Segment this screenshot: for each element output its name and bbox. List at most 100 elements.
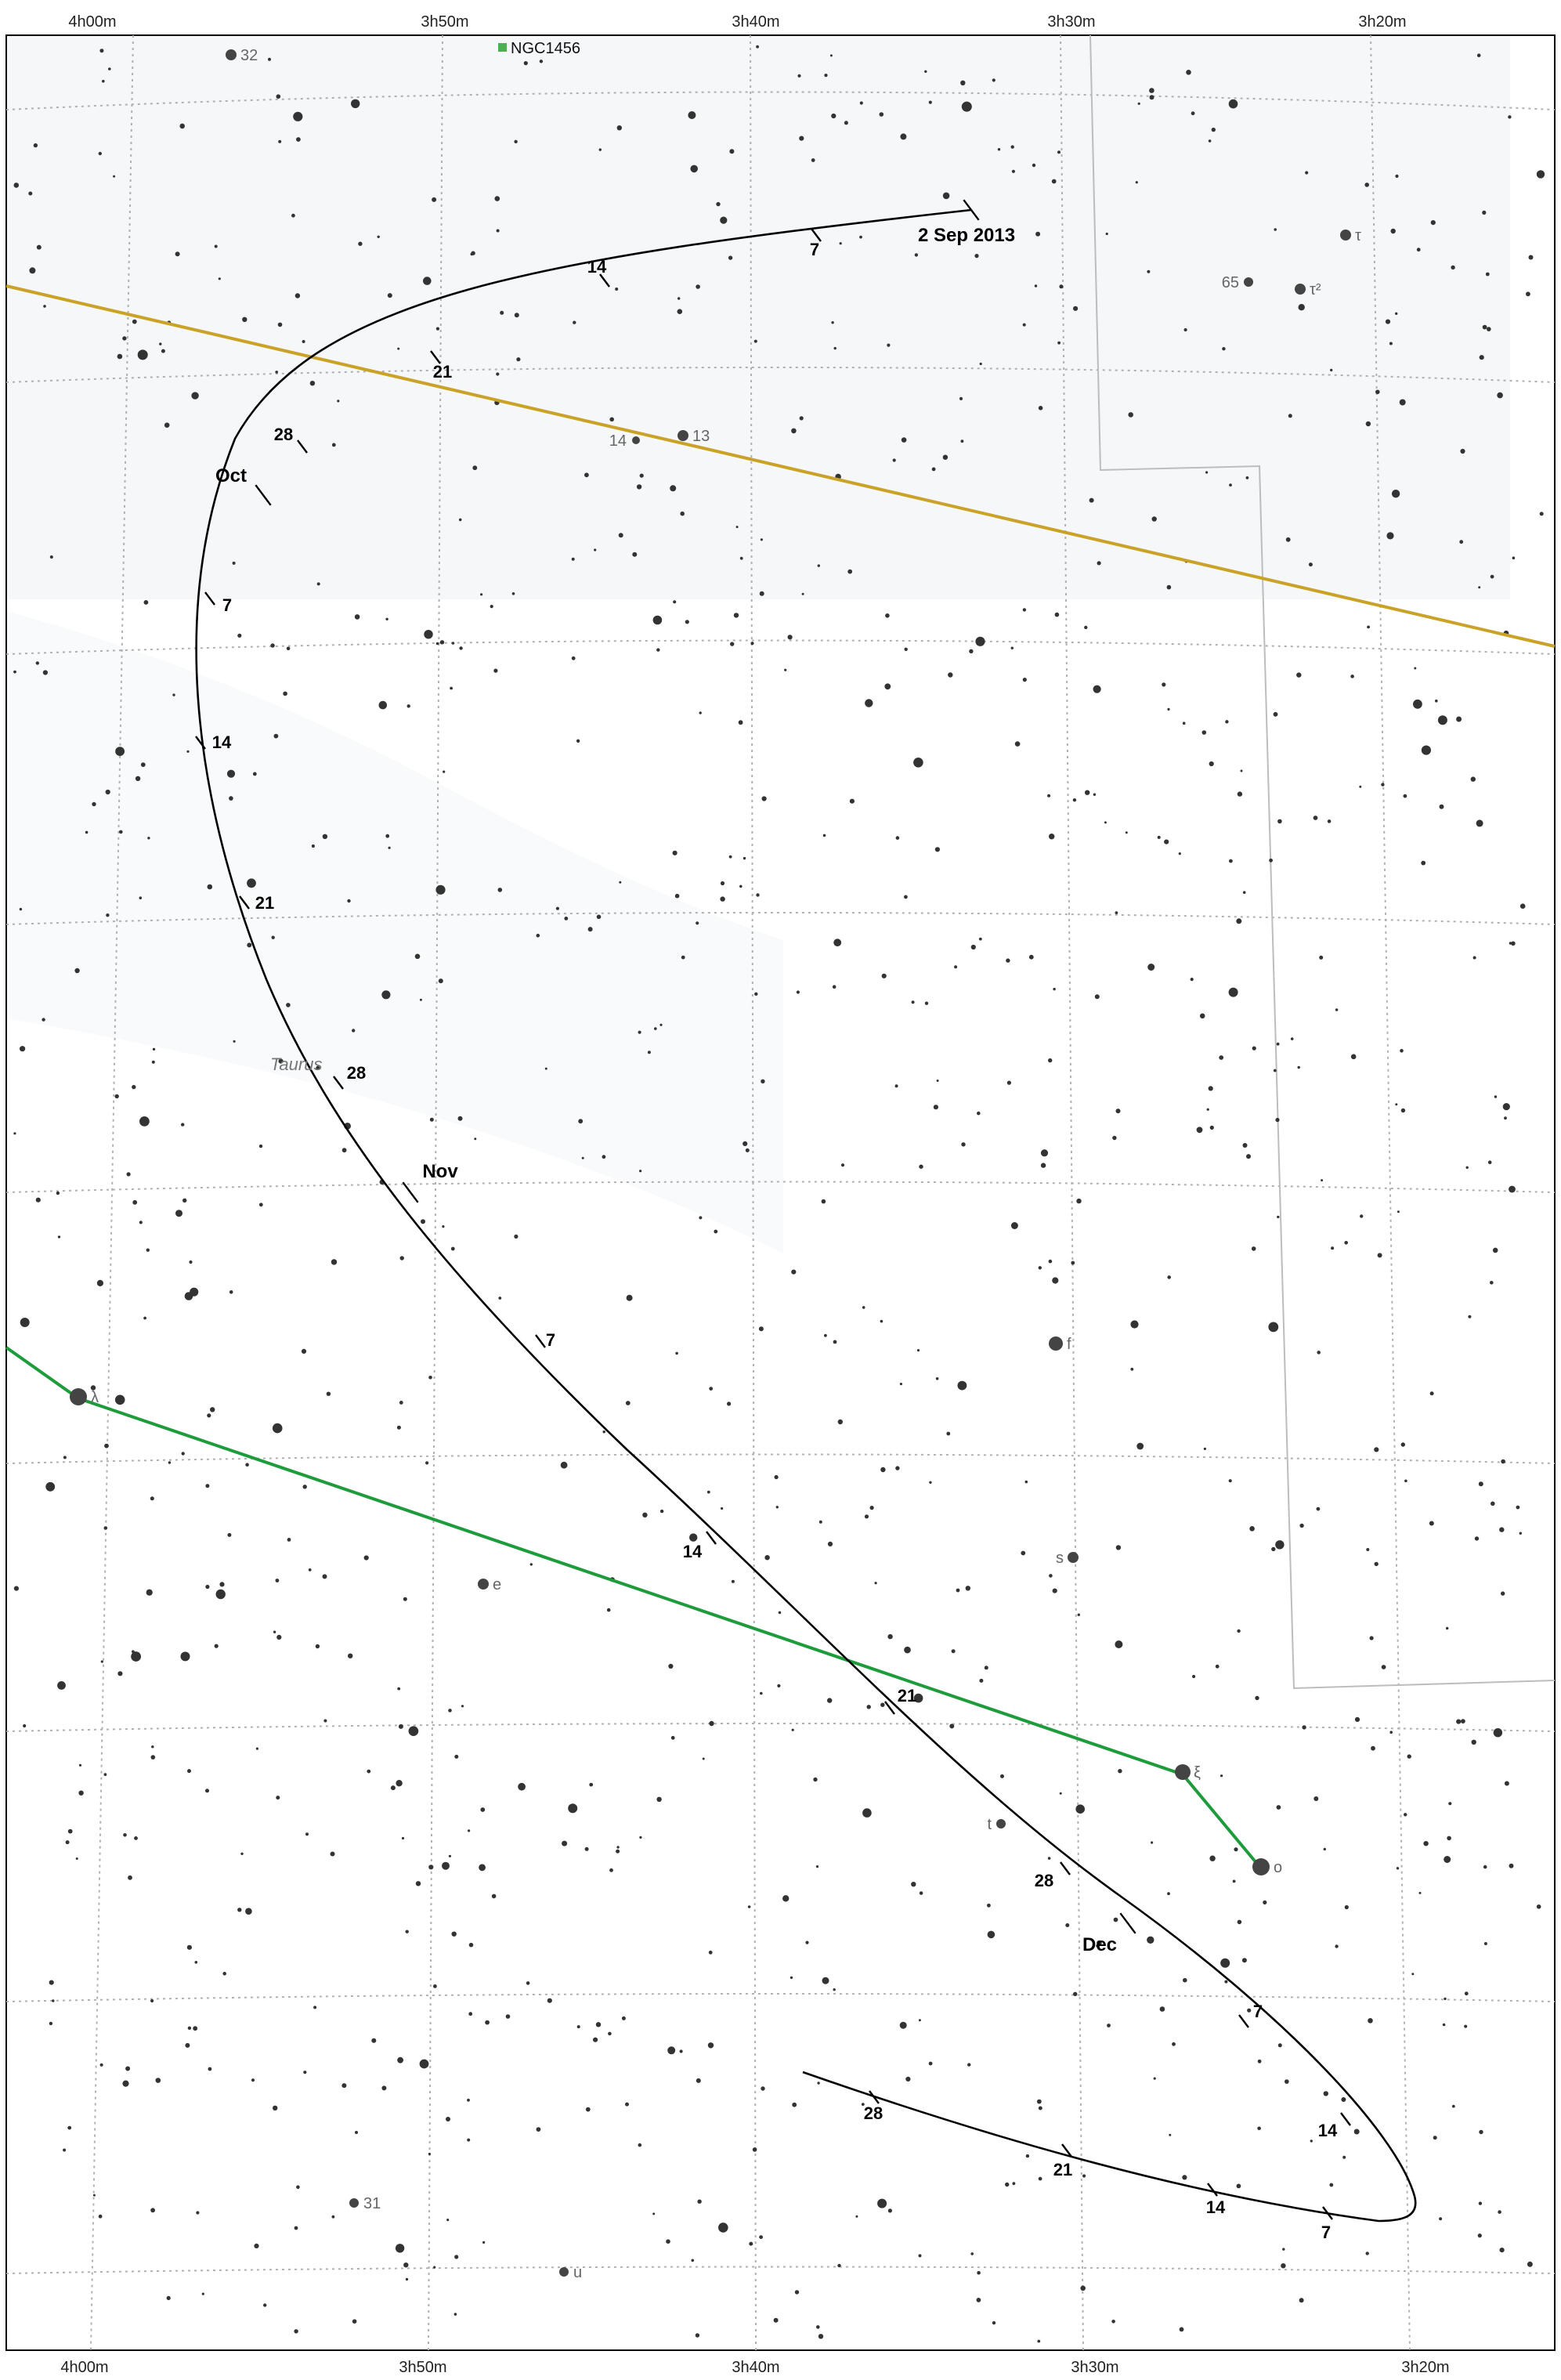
day-label: 21 (255, 893, 274, 913)
star (1209, 761, 1214, 767)
star (367, 1769, 371, 1774)
star (1075, 1804, 1085, 1814)
named-stars: 32 τ 65 τ² 14 13 f λ e s ξ o t 31 u (70, 47, 1361, 2281)
star (1236, 2183, 1241, 2189)
star (43, 305, 46, 308)
star (168, 1461, 172, 1464)
month-label: 2 Sep 2013 (918, 225, 1015, 246)
star (1536, 170, 1545, 179)
star (1037, 2339, 1041, 2343)
star (739, 556, 743, 560)
star (1073, 306, 1079, 311)
star (13, 1132, 16, 1135)
star (1022, 608, 1027, 612)
star (137, 349, 148, 360)
star (564, 917, 569, 921)
named-star (478, 1579, 489, 1590)
star (977, 1111, 981, 1116)
path-tick (333, 1076, 344, 1090)
star (1115, 911, 1118, 914)
named-star-label: 31 (363, 2195, 381, 2212)
star (659, 1509, 664, 1514)
star (799, 136, 804, 141)
star (381, 2085, 387, 2091)
star (102, 79, 105, 83)
star (1208, 1086, 1213, 1091)
ra-label-bottom: 3h30m (1071, 2359, 1118, 2376)
star (859, 101, 863, 105)
star (255, 1747, 258, 1750)
star (1476, 819, 1483, 827)
star (454, 1754, 459, 1759)
star (468, 1829, 471, 1832)
star (642, 1512, 648, 1518)
star (23, 1724, 27, 1728)
star (222, 1972, 227, 1976)
star (1504, 1116, 1507, 1120)
star (670, 1735, 675, 1740)
star (697, 2199, 702, 2204)
star (608, 2031, 612, 2036)
star (13, 670, 16, 674)
ra-label-top: 3h50m (421, 13, 468, 31)
star (1448, 1802, 1452, 1806)
month-label: Nov (422, 1161, 458, 1182)
star (918, 2254, 922, 2258)
star (816, 2325, 820, 2329)
star (96, 1279, 103, 1286)
star (837, 2263, 841, 2268)
star (936, 1080, 939, 1082)
star (1490, 1281, 1494, 1285)
star (1010, 646, 1014, 649)
star (1456, 716, 1462, 722)
star (696, 921, 699, 925)
star (63, 2148, 67, 2152)
star (625, 1401, 631, 1405)
star (1509, 1863, 1514, 1868)
star (1167, 1892, 1170, 1896)
star (1435, 699, 1438, 703)
star (1313, 1796, 1319, 1801)
star (1399, 399, 1406, 406)
star (390, 1785, 396, 1791)
star (616, 1846, 620, 1849)
star (294, 2329, 298, 2334)
star (760, 1691, 763, 1695)
star (690, 165, 698, 173)
star (1275, 1117, 1280, 1123)
star (1281, 2263, 1286, 2269)
star (139, 1221, 143, 1224)
star (1487, 1160, 1492, 1164)
star (1492, 1247, 1498, 1253)
star (309, 381, 316, 386)
star (1386, 532, 1394, 540)
star (792, 2102, 797, 2107)
star (181, 1123, 185, 1127)
star (805, 1941, 809, 1944)
star (752, 2147, 757, 2152)
star (1147, 964, 1155, 971)
day-label: 7 (222, 595, 232, 615)
star (1404, 1813, 1407, 1817)
star (242, 316, 248, 322)
star (1229, 859, 1233, 863)
star (1071, 1261, 1075, 1265)
star (78, 1790, 84, 1796)
star (448, 1854, 452, 1857)
star (720, 216, 728, 224)
star (1111, 2320, 1115, 2324)
star (699, 1216, 703, 1220)
day-label: 21 (898, 1686, 916, 1705)
star (887, 343, 891, 347)
star (1040, 1163, 1046, 1168)
star (351, 99, 360, 108)
star (125, 2066, 131, 2071)
star (673, 600, 677, 604)
ecliptic-line (5, 284, 1556, 648)
star (818, 2334, 824, 2339)
star (182, 1198, 187, 1203)
named-star (1340, 230, 1351, 241)
star (218, 277, 221, 280)
star (797, 74, 801, 78)
star (472, 465, 478, 471)
